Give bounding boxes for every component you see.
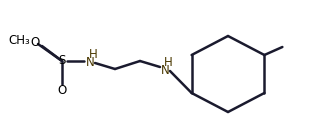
Text: O: O <box>31 37 40 50</box>
Text: O: O <box>57 85 67 98</box>
Text: N: N <box>161 64 169 76</box>
Text: S: S <box>58 55 66 68</box>
Text: N: N <box>86 55 94 69</box>
Text: H: H <box>164 55 172 69</box>
Text: CH₃: CH₃ <box>8 34 30 46</box>
Text: H: H <box>89 48 97 60</box>
